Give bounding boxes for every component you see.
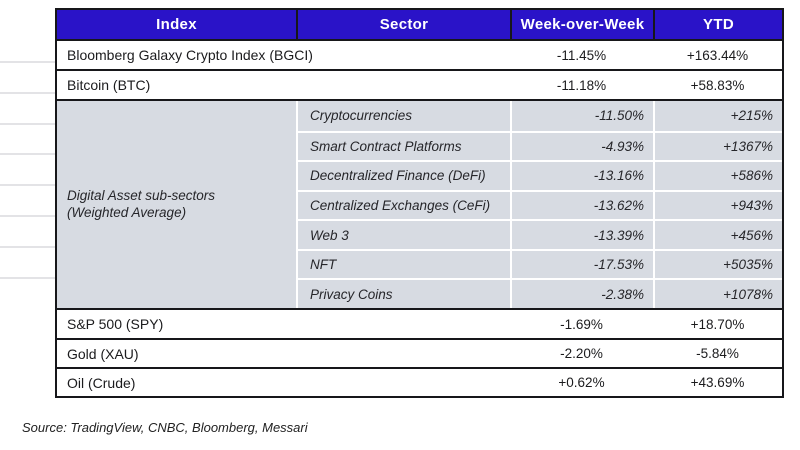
sector-label: Smart Contract Platforms: [296, 130, 510, 161]
wow-value: -4.93%: [510, 130, 653, 161]
performance-table: Index Sector Week-over-Week YTD Bloomber…: [55, 8, 784, 398]
left-gridline: [0, 123, 55, 125]
ytd-value: +163.44%: [686, 47, 749, 63]
sector-label: Decentralized Finance (DeFi): [296, 160, 510, 190]
wow-value: -13.16%: [510, 160, 653, 190]
table-row-sp500: S&P 500 (SPY) -1.69% +18.70%: [57, 310, 782, 340]
wow-value: -1.69%: [560, 316, 603, 332]
table-row-oil: Oil (Crude) +0.62% +43.69%: [57, 369, 782, 396]
source-note: Source: TradingView, CNBC, Bloomberg, Me…: [22, 420, 308, 435]
header-ytd: YTD: [653, 10, 782, 39]
left-gridline: [0, 92, 55, 94]
group-label-line1: Digital Asset sub-sectors: [67, 187, 216, 203]
ytd-value: +1078%: [653, 278, 782, 308]
wow-value: -11.50%: [510, 101, 653, 131]
sector-label: NFT: [296, 248, 510, 279]
wow-value: -2.38%: [510, 278, 653, 308]
ytd-value: +1367%: [653, 130, 782, 161]
wow-value: -11.18%: [556, 77, 607, 93]
subsector-group: Digital Asset sub-sectors (Weighted Aver…: [57, 101, 782, 310]
header-sector: Sector: [296, 10, 510, 39]
wow-value: -2.20%: [560, 346, 603, 361]
subsector-group-label: Digital Asset sub-sectors (Weighted Aver…: [57, 101, 296, 308]
table-row-gold: Gold (XAU) -2.20% -5.84%: [57, 340, 782, 369]
wow-value: -13.62%: [510, 189, 653, 220]
index-label: Bitcoin (BTC): [67, 77, 151, 93]
ytd-value: +215%: [653, 101, 782, 131]
wow-value: -17.53%: [510, 248, 653, 279]
ytd-value: +58.83%: [690, 77, 745, 93]
left-gridline: [0, 153, 55, 155]
group-label-line2: (Weighted Average): [67, 205, 187, 221]
ytd-value: +943%: [653, 189, 782, 220]
header-index: Index: [156, 16, 197, 33]
index-label: S&P 500 (SPY): [67, 316, 164, 332]
sector-label: Centralized Exchanges (CeFi): [296, 189, 510, 220]
left-gridline: [0, 184, 55, 186]
index-label: Oil (Crude): [67, 374, 136, 391]
ytd-value: +456%: [653, 219, 782, 249]
table-header-row: Index Sector Week-over-Week YTD: [57, 10, 782, 41]
ytd-value: +5035%: [653, 248, 782, 279]
sector-label: Privacy Coins: [296, 278, 510, 308]
left-gridline: [0, 215, 55, 217]
ytd-value: -5.84%: [696, 346, 739, 361]
wow-value: +0.62%: [558, 375, 605, 390]
left-gridline: [0, 61, 55, 63]
ytd-value: +586%: [653, 160, 782, 190]
header-week-over-week: Week-over-Week: [510, 10, 653, 39]
sector-label: Cryptocurrencies: [296, 101, 510, 131]
ytd-value: +18.70%: [690, 316, 745, 332]
index-label: Gold (XAU): [67, 345, 139, 362]
ytd-value: +43.69%: [690, 375, 745, 390]
index-label: Bloomberg Galaxy Crypto Index (BGCI): [67, 47, 313, 63]
table-row-bgci: Bloomberg Galaxy Crypto Index (BGCI) -11…: [57, 41, 782, 71]
left-gridline: [0, 246, 55, 248]
left-gridline: [0, 277, 55, 279]
table-row-bitcoin: Bitcoin (BTC) -11.18% +58.83%: [57, 71, 782, 101]
wow-value: -13.39%: [510, 219, 653, 249]
sector-label: Web 3: [296, 219, 510, 249]
wow-value: -11.45%: [556, 47, 607, 63]
